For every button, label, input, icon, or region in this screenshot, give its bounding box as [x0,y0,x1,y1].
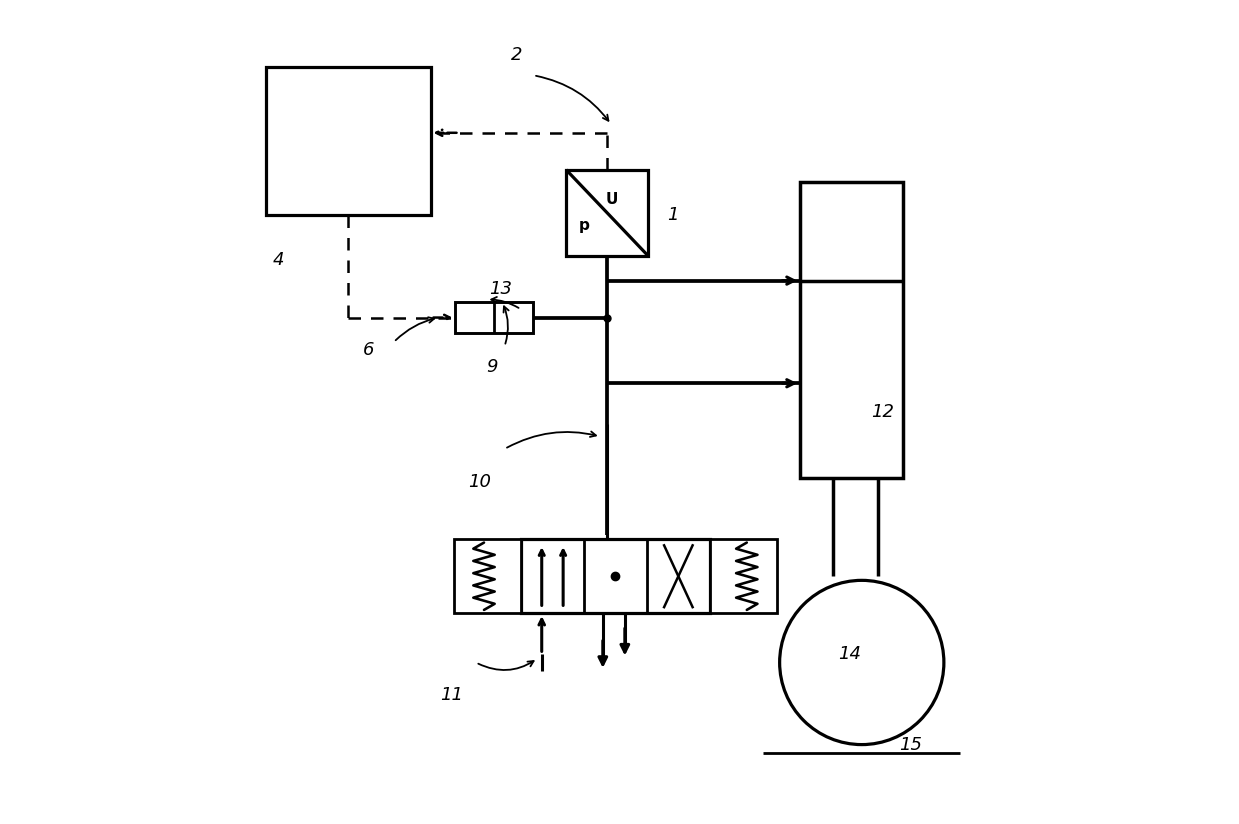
Bar [710,539,777,613]
Text: 11: 11 [440,686,462,705]
Text: 10: 10 [468,473,492,491]
Bar [566,170,648,256]
Text: 13: 13 [489,280,512,297]
Bar [800,182,903,478]
Text: p: p [579,218,590,233]
Text: 15: 15 [900,736,923,754]
Bar [453,539,520,613]
Text: U: U [606,192,618,207]
Text: 12: 12 [871,403,893,421]
Text: 2: 2 [512,46,523,63]
Bar [520,539,710,613]
Bar [455,302,533,333]
Text: 1: 1 [667,206,679,224]
Text: 9: 9 [487,358,498,376]
Text: 14: 14 [838,645,861,663]
Text: 6: 6 [363,341,374,359]
Bar [266,67,431,215]
Text: 4: 4 [273,251,285,269]
